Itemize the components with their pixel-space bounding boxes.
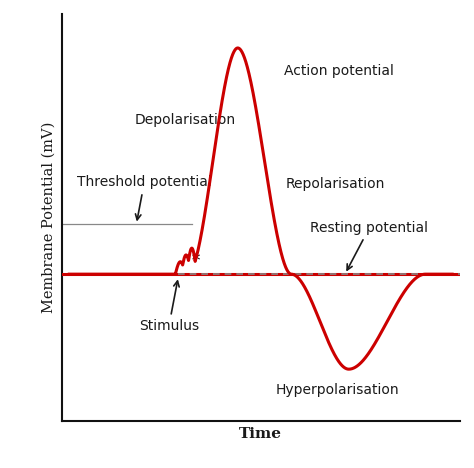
Text: Resting potential: Resting potential: [310, 220, 428, 270]
Text: Hyperpolarisation: Hyperpolarisation: [276, 383, 400, 397]
X-axis label: Time: Time: [239, 427, 282, 441]
Y-axis label: Membrane Potential (mV): Membrane Potential (mV): [42, 122, 56, 313]
Text: Repolarisation: Repolarisation: [285, 177, 385, 190]
Text: Threshold potential: Threshold potential: [77, 176, 212, 220]
Text: Action potential: Action potential: [283, 64, 393, 78]
Text: Depolarisation: Depolarisation: [134, 113, 236, 127]
Text: *: *: [192, 253, 201, 270]
Text: Stimulus: Stimulus: [139, 281, 199, 333]
